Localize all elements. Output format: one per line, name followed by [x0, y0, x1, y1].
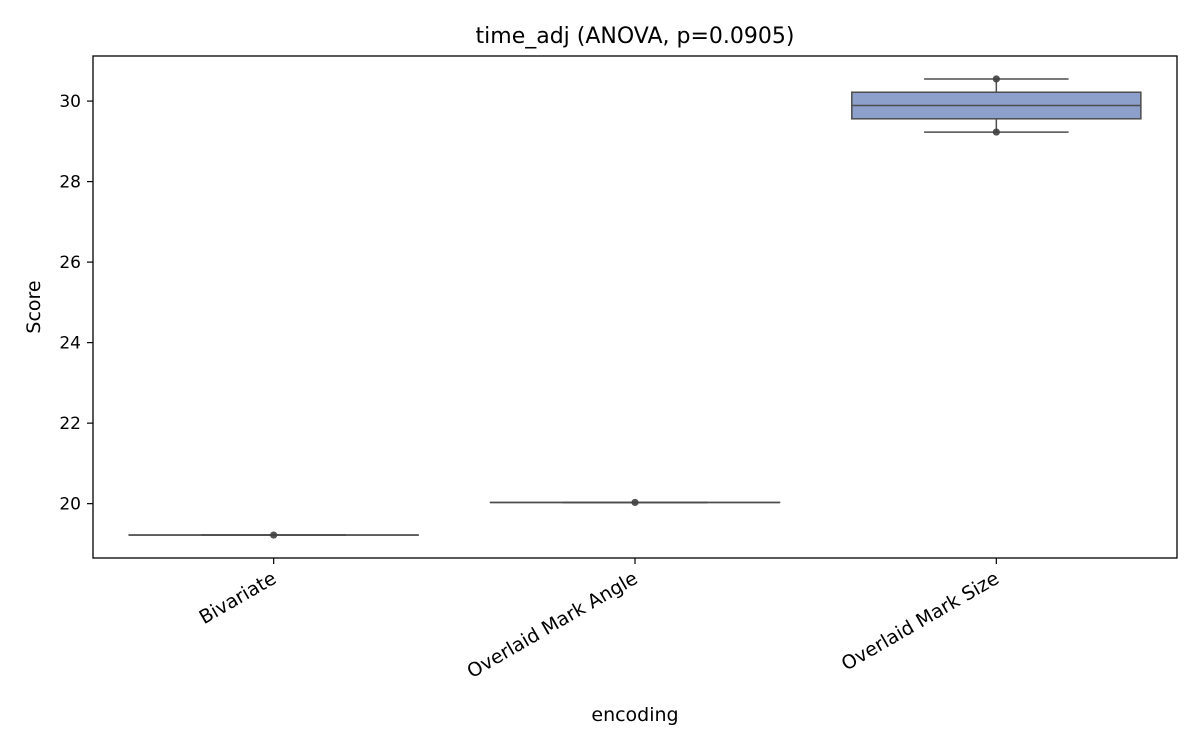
data-point [992, 128, 1000, 136]
y-axis: 20 22 24 26 28 30 [59, 92, 93, 515]
y-tick-label: 22 [59, 414, 81, 434]
y-tick-label: 26 [59, 253, 81, 273]
plot-area [128, 75, 1142, 539]
chart-title: time_adj (ANOVA, p=0.0905) [476, 24, 795, 49]
y-axis-label: Score [23, 280, 45, 333]
y-tick-label: 30 [59, 92, 81, 112]
y-tick-label: 24 [59, 334, 81, 354]
box-group [128, 531, 419, 539]
plot-frame [92, 55, 1178, 559]
y-tick-label: 20 [59, 495, 81, 515]
box-group [489, 498, 781, 507]
x-axis-label: encoding [591, 704, 678, 726]
data-point [992, 75, 1000, 83]
box-group [851, 75, 1142, 136]
data-point [270, 531, 278, 539]
data-point [631, 498, 639, 507]
y-tick-label: 28 [59, 173, 81, 193]
